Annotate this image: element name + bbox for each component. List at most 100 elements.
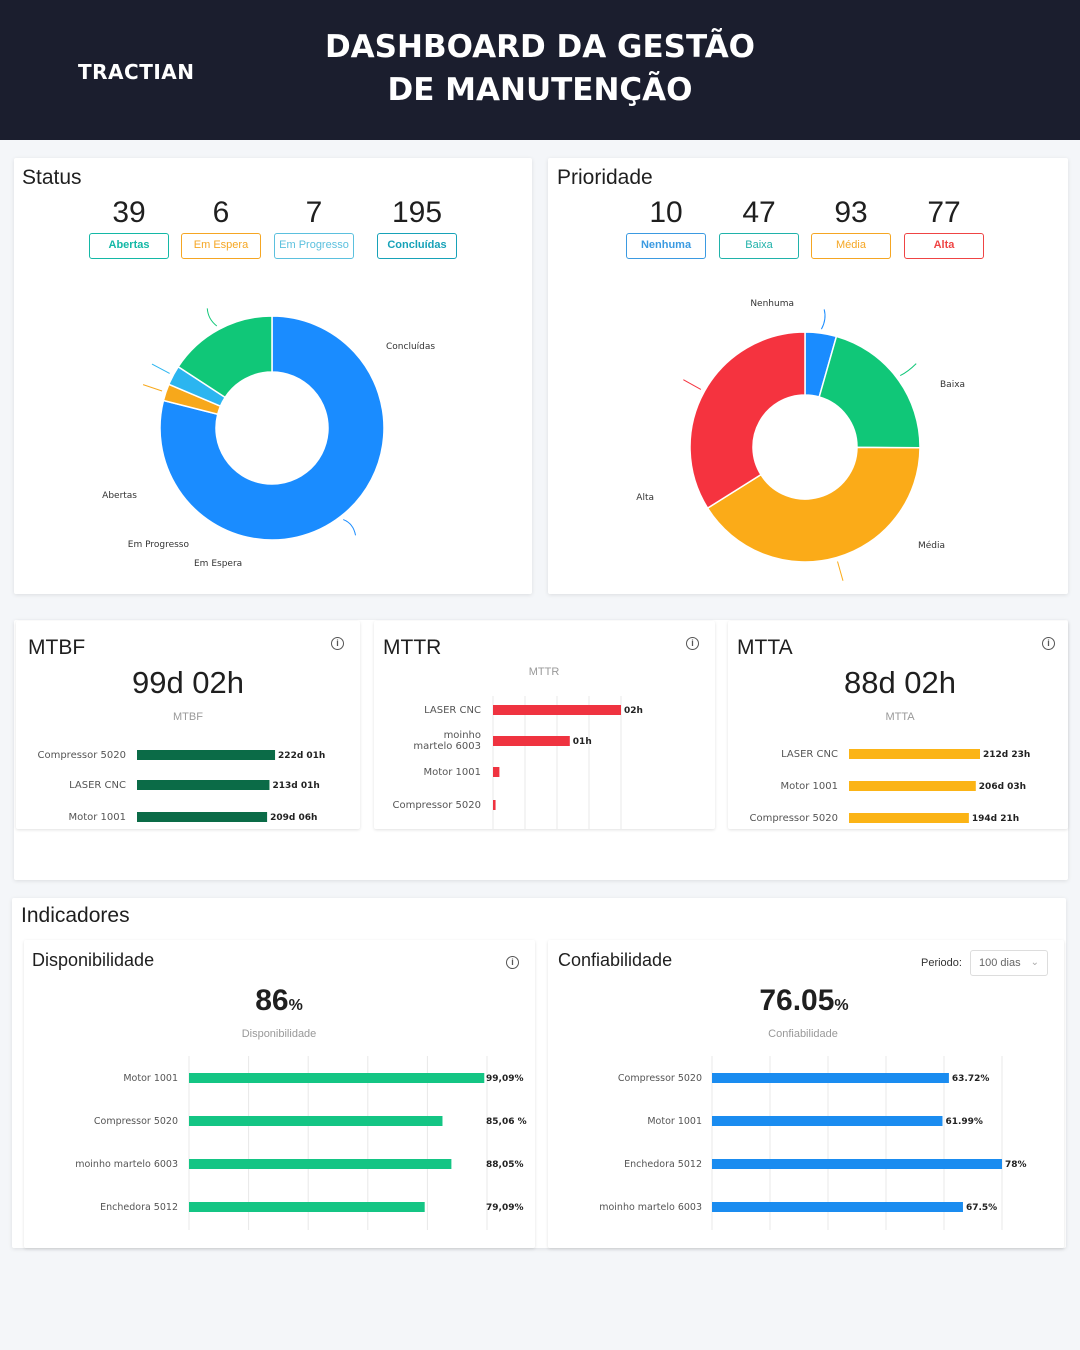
prioridade-label-alta: Alta xyxy=(636,493,654,503)
mtta-bar-laser-cnc[interactable] xyxy=(849,749,980,759)
prioridade-count-baixa: 47 xyxy=(742,196,776,229)
mtbf-value-label: 209d 06h xyxy=(270,813,317,823)
disponibilidade-sublabel: Disponibilidade xyxy=(241,1028,317,1040)
prioridade-slice-media[interactable] xyxy=(706,446,921,563)
status-badge-em-espera[interactable]: Em Espera xyxy=(181,233,261,259)
disponibilidade-value: 86% xyxy=(179,984,379,1018)
disponibilidade-unit: % xyxy=(288,997,303,1014)
periodo-select[interactable]: 100 dias ⌄ xyxy=(970,950,1048,976)
mttr-category-label: Motor 1001 xyxy=(423,767,481,778)
status-slice-concluidas[interactable] xyxy=(159,315,385,541)
confiabilidade-value-label: 63.72% xyxy=(952,1074,990,1084)
confiabilidade-bar-enchedora-5012[interactable] xyxy=(712,1159,1002,1169)
mtta-category-label: Compressor 5020 xyxy=(749,813,838,824)
status-badge-abertas[interactable]: Abertas xyxy=(89,233,169,259)
mtbf-title: MTBF xyxy=(28,636,86,659)
status-badge-concluidas[interactable]: Concluídas xyxy=(377,233,457,259)
confiabilidade-bar-chart: Compressor 5020 63.72% Motor 1001 61.99% Enc… xyxy=(599,1056,1027,1230)
mtbf-card: MTBF i 99d 02h MTBF Compressor 5020 222d … xyxy=(16,621,360,829)
mtbf-bar-compressor-5020[interactable] xyxy=(137,750,276,760)
disponibilidade-category-label: Compressor 5020 xyxy=(94,1116,178,1127)
confiabilidade-bar-motor-1001[interactable] xyxy=(712,1116,943,1126)
mttr-bar-motor-1001[interactable] xyxy=(493,767,500,777)
mttr-bar-moinho-martelo-6003[interactable] xyxy=(493,736,570,746)
mttr-category-label: Compressor 5020 xyxy=(392,800,481,811)
confiabilidade-title: Confiabilidade xyxy=(558,950,673,970)
mtta-value-label: 212d 23h xyxy=(983,750,1030,760)
disponibilidade-value-label: 79,09% xyxy=(486,1203,524,1213)
prioridade-badge-baixa[interactable]: Baixa xyxy=(719,233,799,259)
status-title: Status xyxy=(22,166,82,189)
mtta-value-label: 194d 21h xyxy=(972,814,1019,824)
mtbf-bar-laser-cnc[interactable] xyxy=(137,780,270,790)
prioridade-card: Prioridade 10 Nenhuma 47 Baixa 93 Média 77 Alta… xyxy=(548,158,1068,594)
status-leader-concluidas xyxy=(343,519,357,536)
prioridade-badge-media[interactable]: Média xyxy=(811,233,891,259)
confiabilidade-category-label: Enchedora 5012 xyxy=(624,1159,702,1170)
prioridade-badge-alta[interactable]: Alta xyxy=(904,233,984,259)
mtbf-value: 99d 02h xyxy=(131,665,245,700)
chevron-down-icon: ⌄ xyxy=(1030,957,1039,968)
mttr-sublabel: MTTR xyxy=(528,666,560,678)
disponibilidade-category-label: Motor 1001 xyxy=(123,1073,178,1084)
disponibilidade-number: 86 xyxy=(255,984,289,1017)
status-label-concluidas: Concluídas xyxy=(386,342,435,352)
status-leader-abertas xyxy=(206,308,218,327)
disponibilidade-bar-chart: Motor 1001 99,09% Compressor 5020 85,06 % mo… xyxy=(75,1056,527,1230)
disponibilidade-value-label: 88,05% xyxy=(486,1160,524,1170)
prioridade-leader-alta xyxy=(683,379,702,390)
status-badge-em-progresso[interactable]: Em Progresso xyxy=(274,233,354,259)
disponibilidade-bar-moinho-martelo-6003[interactable] xyxy=(189,1159,452,1169)
confiabilidade-bar-compressor-5020[interactable] xyxy=(712,1073,949,1083)
disponibilidade-info-icon[interactable]: i xyxy=(506,956,519,969)
disponibilidade-bar-compressor-5020[interactable] xyxy=(189,1116,443,1126)
mtbf-info-icon[interactable]: i xyxy=(331,637,344,650)
mttr-bar-laser-cnc[interactable] xyxy=(493,705,621,715)
prioridade-slice-baixa[interactable] xyxy=(818,335,921,449)
mttr-value-label: 02h xyxy=(624,706,643,716)
mtta-info-icon[interactable]: i xyxy=(1042,637,1055,650)
page-title: DASHBOARD DA GESTÃO DE MANUTENÇÃO xyxy=(240,26,840,112)
disponibilidade-value-label: 85,06 % xyxy=(486,1117,527,1127)
status-count-abertas: 39 xyxy=(112,196,146,229)
page-title-line2: DE MANUTENÇÃO xyxy=(387,72,693,108)
prioridade-badge-nenhuma[interactable]: Nenhuma xyxy=(626,233,706,259)
status-slice-abertas[interactable] xyxy=(177,315,273,399)
status-leader-em-espera xyxy=(142,384,163,392)
confiabilidade-value-label: 67.5% xyxy=(966,1203,997,1213)
confiabilidade-number: 76.05 xyxy=(759,984,835,1017)
mttr-value-label: 01h xyxy=(573,737,592,747)
mtta-bar-motor-1001[interactable] xyxy=(849,781,976,791)
confiabilidade-bar-moinho-martelo-6003[interactable] xyxy=(712,1202,963,1212)
mttr-info-icon[interactable]: i xyxy=(686,637,699,650)
mttr-bar-compressor-5020[interactable] xyxy=(493,800,496,810)
prioridade-title: Prioridade xyxy=(557,166,653,189)
mtbf-category-label: Motor 1001 xyxy=(68,812,126,823)
mtta-title: MTTA xyxy=(737,636,793,659)
mtta-bar-compressor-5020[interactable] xyxy=(849,813,969,823)
status-label-abertas: Abertas xyxy=(102,491,137,501)
indicadores-title: Indicadores xyxy=(21,904,130,927)
confiabilidade-value-label: 78% xyxy=(1005,1160,1027,1170)
confiabilidade-unit: % xyxy=(834,997,849,1014)
disponibilidade-bar-enchedora-5012[interactable] xyxy=(189,1202,425,1212)
mtta-value-label: 206d 03h xyxy=(979,782,1026,792)
prioridade-slice-alta[interactable] xyxy=(689,331,806,510)
disponibilidade-title: Disponibilidade xyxy=(32,950,155,970)
mtbf-bar-chart: Compressor 5020 222d 01h LASER CNC 213d 01h… xyxy=(37,750,325,823)
prioridade-donut-chart: Nenhuma Baixa Média Alta xyxy=(636,299,965,581)
confiabilidade-card: Confiabilidade Periodo: 100 dias ⌄ 76.05… xyxy=(548,940,1064,1248)
disponibilidade-category-label: Enchedora 5012 xyxy=(100,1202,178,1213)
page-header: TRACTIAN DASHBOARD DA GESTÃO DE MANUTENÇ… xyxy=(0,0,1080,140)
tractian-logo: TRACTIAN xyxy=(78,60,195,84)
periodo-select-value: 100 dias xyxy=(979,957,1021,969)
mttr-category-label-line2: martelo 6003 xyxy=(413,741,481,752)
disponibilidade-bar-motor-1001[interactable] xyxy=(189,1073,485,1083)
confiabilidade-category-label: moinho martelo 6003 xyxy=(599,1202,702,1213)
prioridade-label-nenhuma: Nenhuma xyxy=(750,299,794,309)
status-count-concluidas: 195 xyxy=(391,196,443,229)
prioridade-count-media: 93 xyxy=(834,196,868,229)
mttr-category-label: LASER CNC xyxy=(424,705,481,716)
mttr-category-label: moinho xyxy=(444,730,481,741)
mtbf-bar-motor-1001[interactable] xyxy=(137,812,268,822)
